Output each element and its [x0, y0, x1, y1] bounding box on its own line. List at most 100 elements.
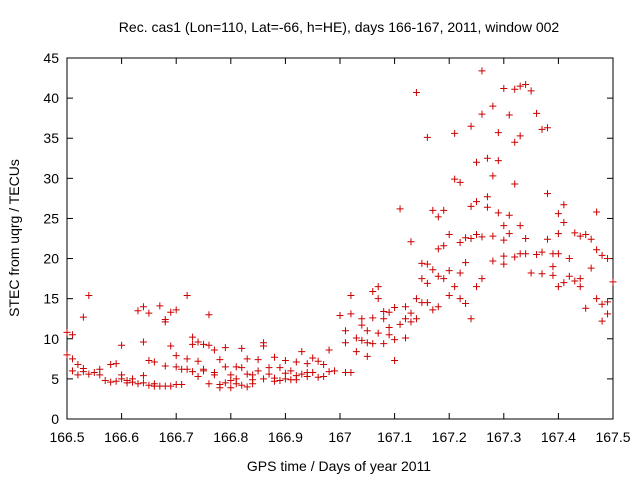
data-point — [429, 266, 437, 274]
data-point — [281, 369, 289, 377]
y-tick-label: 10 — [43, 331, 59, 347]
data-point — [63, 351, 71, 359]
data-point — [216, 384, 224, 392]
data-point — [134, 307, 142, 315]
data-point — [292, 376, 300, 384]
data-point — [232, 363, 240, 371]
data-point — [325, 346, 333, 354]
data-point — [549, 271, 557, 279]
data-point — [194, 372, 202, 380]
data-point — [565, 272, 573, 280]
x-tick-label: 167.4 — [541, 429, 576, 445]
data-point — [516, 222, 524, 230]
data-point — [451, 283, 459, 291]
data-point — [516, 132, 524, 140]
data-point — [358, 321, 366, 329]
data-point — [205, 341, 213, 349]
data-point — [298, 370, 306, 378]
y-tick-label: 35 — [43, 130, 59, 146]
data-point — [183, 365, 191, 373]
data-point — [522, 250, 530, 258]
data-point — [189, 333, 197, 341]
data-point — [478, 233, 486, 241]
data-point — [423, 133, 431, 141]
data-point — [440, 242, 448, 250]
data-point — [358, 336, 366, 344]
data-point — [511, 85, 519, 93]
data-point — [538, 125, 546, 133]
data-point — [576, 232, 584, 240]
data-point — [118, 375, 126, 383]
x-axis: 166.5 166.6 166.7 166.8 166.9 167 167.1 167.2 16… — [49, 58, 631, 445]
data-point — [281, 356, 289, 364]
data-point — [112, 377, 120, 385]
data-point — [380, 315, 388, 323]
data-point — [96, 371, 104, 379]
data-point — [314, 357, 322, 365]
x-tick-label: 167.5 — [595, 429, 630, 445]
data-point — [227, 384, 235, 392]
data-point — [538, 248, 546, 256]
data-point — [407, 309, 415, 317]
data-point — [85, 370, 93, 378]
x-tick-label: 167 — [328, 429, 352, 445]
data-point — [604, 298, 612, 306]
data-point — [402, 315, 410, 323]
data-point — [543, 190, 551, 198]
data-point — [522, 80, 530, 88]
data-point — [331, 367, 339, 375]
data-point — [391, 303, 399, 311]
data-point — [522, 235, 530, 242]
data-point — [270, 353, 278, 361]
data-point — [276, 364, 284, 372]
y-tick-label: 0 — [51, 411, 59, 427]
data-point — [445, 291, 453, 299]
data-point — [161, 362, 169, 370]
data-point — [309, 368, 317, 376]
data-point — [500, 260, 508, 268]
data-point — [129, 378, 137, 386]
data-point — [456, 269, 464, 277]
data-point — [205, 311, 213, 319]
data-point — [101, 376, 109, 384]
data-point — [467, 122, 475, 130]
data-point — [412, 88, 420, 96]
data-point — [473, 283, 480, 291]
data-point — [145, 356, 153, 364]
data-point — [533, 251, 541, 259]
data-point — [243, 355, 251, 363]
y-tick-label: 15 — [43, 291, 59, 307]
data-point — [107, 360, 115, 368]
x-tick-label: 166.5 — [49, 429, 84, 445]
data-point — [511, 253, 519, 261]
data-point — [412, 295, 420, 303]
data-point — [462, 234, 470, 242]
data-point — [145, 309, 153, 317]
data-point — [172, 306, 180, 314]
data-point — [221, 379, 229, 387]
data-point — [156, 302, 164, 310]
data-point — [494, 129, 502, 137]
data-point — [265, 370, 273, 378]
data-point — [254, 367, 262, 375]
data-point — [396, 205, 404, 213]
data-point — [249, 380, 257, 388]
data-point — [238, 364, 246, 372]
data-point — [434, 245, 442, 253]
data-point — [423, 279, 431, 287]
y-tick-label: 25 — [43, 210, 59, 226]
data-point — [418, 259, 426, 267]
data-point — [571, 277, 579, 285]
data-point — [407, 238, 415, 246]
data-point — [79, 368, 87, 376]
data-point — [505, 230, 513, 238]
data-point — [560, 279, 568, 287]
data-point — [489, 232, 497, 240]
data-point — [210, 371, 218, 379]
data-point — [385, 308, 393, 316]
data-point — [473, 230, 480, 238]
data-point — [118, 341, 126, 349]
data-point — [467, 315, 475, 323]
data-point — [511, 180, 519, 188]
data-point — [68, 367, 76, 375]
